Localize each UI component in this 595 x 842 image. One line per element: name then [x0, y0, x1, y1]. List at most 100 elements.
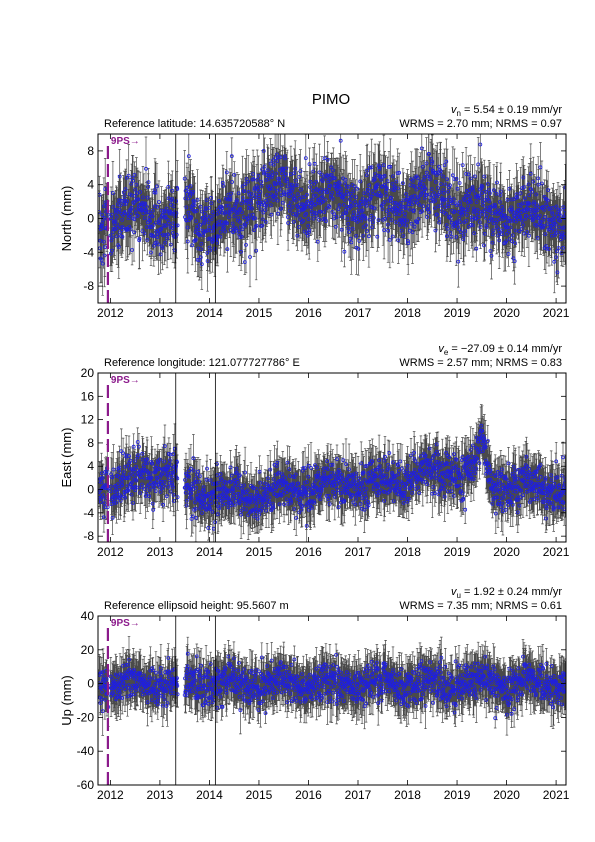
- data-point: [272, 688, 277, 692]
- data-point: [380, 207, 385, 211]
- data-point: [279, 206, 283, 211]
- data-point: [457, 471, 462, 476]
- data-point: [263, 208, 268, 212]
- data-point: [428, 177, 433, 182]
- data-point: [500, 228, 505, 233]
- data-point: [473, 459, 478, 464]
- data-point: [233, 204, 238, 209]
- data-point: [536, 215, 541, 220]
- data-point: [267, 495, 272, 500]
- data-point: [320, 194, 325, 199]
- data-point: [280, 474, 285, 479]
- data-point: [267, 499, 272, 504]
- data-point: [323, 219, 328, 224]
- data-point: [109, 212, 114, 217]
- data-point: [422, 471, 427, 476]
- data-point: [363, 500, 368, 505]
- data-point: [218, 688, 223, 692]
- data-point: [234, 690, 239, 695]
- data-point: [521, 175, 526, 180]
- data-point: [193, 690, 198, 695]
- data-point: [114, 496, 119, 500]
- data-point: [425, 685, 430, 690]
- data-point: [483, 189, 488, 194]
- data-point: [555, 211, 559, 216]
- data-point: [116, 486, 121, 491]
- data-point: [325, 700, 330, 704]
- data-point: [324, 667, 329, 672]
- data-point: [290, 205, 295, 210]
- data-point: [240, 227, 245, 232]
- data-point: [306, 217, 311, 222]
- data-point: [284, 177, 289, 182]
- data-point: [120, 225, 125, 230]
- data-point: [553, 222, 558, 227]
- data-point: [313, 463, 317, 468]
- data-point: [194, 485, 199, 490]
- data-point: [554, 680, 559, 684]
- data-point: [485, 182, 490, 186]
- data-point: [514, 690, 518, 695]
- data-point: [389, 676, 394, 681]
- data-point: [344, 210, 349, 215]
- data-point: [489, 253, 494, 258]
- data-point: [242, 189, 247, 194]
- data-point: [398, 490, 403, 495]
- data-point: [354, 234, 359, 238]
- data-point: [161, 215, 166, 220]
- data-point: [339, 670, 343, 675]
- data-point: [415, 667, 420, 671]
- event-label: 9PS→: [111, 136, 140, 147]
- data-point: [190, 191, 195, 196]
- data-point: [368, 196, 373, 201]
- data-point: [205, 251, 210, 255]
- data-point: [264, 508, 269, 513]
- data-point: [493, 211, 498, 216]
- data-point: [367, 674, 372, 679]
- data-point: [169, 470, 174, 475]
- data-point: [542, 696, 547, 701]
- data-point: [338, 491, 343, 495]
- data-point: [562, 672, 566, 676]
- data-point: [471, 477, 476, 481]
- data-point: [366, 234, 371, 239]
- data-point: [353, 674, 357, 679]
- data-point: [431, 485, 436, 489]
- data-point: [244, 220, 249, 225]
- data-point: [535, 202, 539, 207]
- data-point: [470, 454, 475, 459]
- data-point: [327, 502, 332, 506]
- data-point: [158, 670, 163, 675]
- data-point: [98, 210, 102, 214]
- data-point: [513, 468, 518, 473]
- data-point: [254, 504, 259, 508]
- data-point: [517, 503, 522, 508]
- data-point: [539, 663, 543, 667]
- data-point: [206, 526, 211, 530]
- data-point: [557, 483, 562, 488]
- panel-north: Reference latitude: 14.635720588° N WRMS …: [59, 104, 570, 320]
- data-point: [285, 179, 290, 184]
- data-point: [480, 428, 485, 433]
- data-point: [171, 452, 176, 456]
- data-point: [526, 182, 531, 187]
- data-point: [290, 186, 295, 190]
- event-arrow: →: [130, 618, 140, 629]
- data-point: [451, 493, 456, 498]
- data-point: [250, 212, 255, 217]
- x-tick-label: 2013: [147, 306, 174, 320]
- data-point: [192, 203, 197, 208]
- data-point: [150, 214, 155, 219]
- data-point: [172, 248, 177, 253]
- data-point: [405, 195, 410, 200]
- data-point: [510, 681, 515, 685]
- data-point: [336, 668, 341, 673]
- data-point: [147, 494, 152, 499]
- data-point: [101, 674, 106, 679]
- velocity-symbol: v: [451, 104, 458, 116]
- data-point: [388, 164, 393, 169]
- data-point: [199, 247, 204, 252]
- data-point: [505, 490, 510, 495]
- data-point: [203, 507, 208, 511]
- data-point: [122, 202, 126, 206]
